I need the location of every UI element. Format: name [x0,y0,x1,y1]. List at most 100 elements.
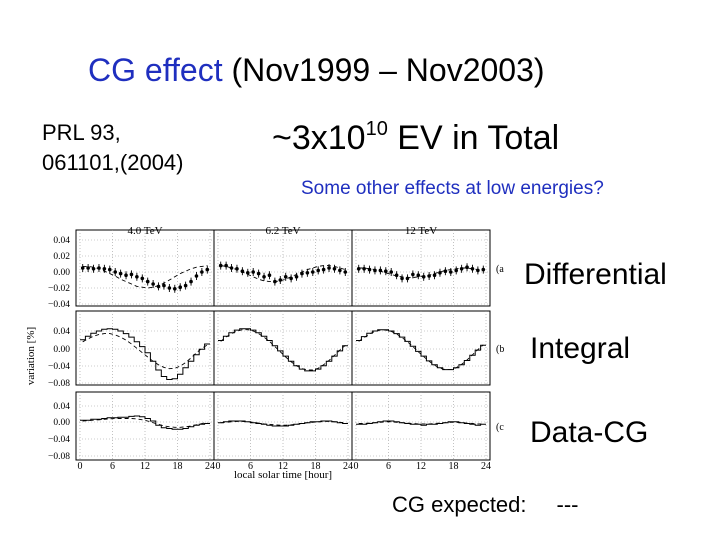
data-point [332,267,337,271]
data-point [129,272,134,277]
data-point [338,268,342,273]
cg-expected-line [358,267,484,279]
slide-title: CG effect (Nov1999 – Nov2003) [88,52,545,89]
panel-tag: (a [496,264,504,275]
y-tick-label: −0.08 [48,379,70,389]
data-point [113,270,118,274]
y-tick-label: −0.04 [48,435,70,445]
data-step-line [218,328,348,372]
energy-label: 12 TeV [405,225,437,237]
y-tick-label: −0.08 [48,452,70,462]
data-point [102,267,107,271]
y-tick-label: 0.02 [53,252,70,262]
data-point [245,271,250,275]
data-point [251,270,256,274]
label-differential: Differential [524,258,667,291]
x-tick-label: 18 [449,461,459,472]
data-point [294,275,299,279]
data-point [172,287,177,291]
energy-label: 4.0 TeV [127,225,162,237]
data-point [189,279,193,284]
cg-expected-line [82,265,208,289]
data-point [310,270,315,274]
data-point [194,274,199,278]
data-point [416,273,421,278]
x-tick-label: 18 [173,461,183,472]
data-point [421,275,426,279]
cg-expected-line [358,329,484,371]
data-point [135,275,139,279]
data-point [481,267,486,272]
data-point [383,269,388,274]
x-tick-label: 24 [205,461,215,472]
x-tick-label: 6 [248,461,253,472]
data-point [356,267,361,271]
y-tick-label: 0.00 [53,418,70,428]
y-tick-label: 0.04 [53,236,70,246]
data-point [91,267,96,271]
y-axis-label: variation [%] [25,327,37,385]
data-point [118,271,123,276]
label-data-cg: Data-CG [530,416,649,449]
panel-tag: (c [496,422,504,433]
total-events: ~3x1010 EV in Total [272,118,559,158]
data-point [151,282,155,286]
data-point [389,270,394,274]
data-point [107,267,112,272]
y-tick-label: −0.02 [48,284,70,294]
data-point [162,283,166,288]
data-point [448,270,453,274]
cg-expected-dash-sample: --- [556,492,579,517]
title-highlight: CG effect [88,52,223,88]
x-tick-label: 6 [110,461,115,472]
panel-frame [75,229,491,307]
data-point [316,268,321,273]
data-point [140,276,145,281]
x-tick-label: 6 [386,461,391,472]
reference-line-2: 061101,(2004) [42,150,184,175]
data-point [200,270,204,274]
data-step-line [80,328,210,380]
reference-citation: PRL 93, 061101,(2004) [42,118,184,178]
data-point [167,286,172,290]
x-tick-label: 24 [343,461,353,472]
data-point [178,285,183,290]
y-tick-label: 0.04 [53,402,70,412]
data-step-line [356,420,486,426]
y-tick-label: 0.00 [53,345,70,355]
data-point [432,273,437,278]
other-effects-note: Some other effects at low energies? [301,178,604,199]
data-point [411,272,415,277]
energy-label: 6.2 TeV [265,225,300,237]
data-point [438,271,442,275]
data-point [362,267,366,271]
x-tick-label: 24 [481,461,491,472]
label-integral: Integral [530,332,631,365]
data-point [224,263,228,268]
data-point [145,279,150,284]
data-point [283,275,288,279]
data-point [183,283,188,288]
cg-expected-line [82,333,208,370]
data-point [86,266,90,270]
data-point [80,266,85,270]
data-point [343,270,348,274]
x-tick-label: 12 [140,461,150,472]
data-point [459,267,464,271]
total-suffix: EV in Total [387,119,560,157]
x-tick-label: 0 [354,461,359,472]
data-point [321,267,326,272]
cg-expected-label: CG expected: [392,492,527,517]
data-point [305,271,310,275]
y-tick-label: −0.04 [48,300,70,310]
data-point [262,275,266,279]
y-tick-label: 0.04 [53,327,70,337]
data-point [124,273,128,278]
data-point [229,266,234,270]
y-tick-label: −0.04 [48,362,70,372]
data-point [454,268,459,273]
x-tick-label: 12 [278,461,288,472]
panel-tag: (b [496,344,504,355]
x-tick-label: 0 [78,461,83,472]
